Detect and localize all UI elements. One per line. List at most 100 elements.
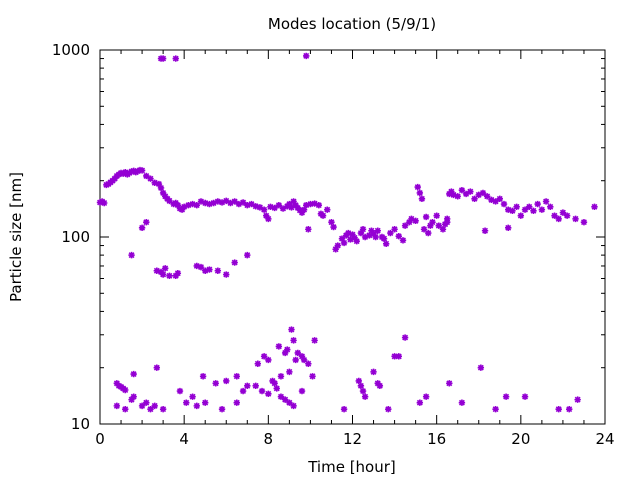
data-point: [286, 399, 293, 406]
data-point: [471, 195, 478, 203]
x-tick-label: 24: [595, 430, 614, 448]
data-point: [174, 201, 182, 209]
data-point: [395, 232, 402, 240]
data-point: [223, 197, 230, 205]
data-point: [526, 203, 533, 211]
data-point: [298, 353, 306, 360]
data-point: [559, 209, 567, 216]
data-point: [113, 402, 121, 410]
data-point: [233, 373, 240, 380]
data-point: [193, 201, 200, 209]
data-point: [425, 229, 432, 237]
data-point: [239, 199, 247, 206]
data-point: [298, 387, 306, 395]
data-point: [359, 226, 367, 233]
data-point: [223, 377, 230, 385]
data-point: [370, 368, 377, 376]
data-point: [492, 198, 499, 205]
data-point: [143, 172, 150, 180]
data-point: [324, 206, 331, 213]
data-point: [315, 201, 323, 209]
axis-ticks: [99, 49, 606, 425]
data-point: [481, 227, 489, 234]
data-point: [387, 229, 394, 237]
data-point: [351, 234, 358, 242]
data-point: [572, 215, 579, 223]
data-point: [338, 235, 346, 242]
data-point: [157, 184, 165, 192]
data-point: [334, 242, 341, 249]
chart-title: Modes location (5/9/1): [268, 15, 436, 33]
data-point: [286, 368, 293, 376]
data-point: [391, 226, 398, 233]
data-point: [566, 405, 573, 413]
data-point: [433, 212, 440, 219]
data-point: [273, 385, 280, 392]
data-point: [483, 193, 491, 200]
data-point: [374, 227, 381, 234]
data-point: [300, 356, 308, 364]
data-point: [395, 353, 402, 360]
data-point: [244, 251, 251, 259]
data-point: [311, 337, 318, 344]
data-point: [376, 382, 384, 390]
data-point: [427, 222, 434, 229]
data-point: [555, 215, 562, 223]
data-point: [340, 239, 348, 247]
data-point: [199, 373, 207, 380]
data-point: [265, 390, 272, 398]
data-point: [174, 270, 182, 277]
data-point: [408, 215, 415, 223]
data-point: [475, 191, 482, 199]
data-point: [277, 373, 285, 380]
data-point: [353, 237, 360, 245]
data-point: [382, 240, 390, 247]
data-point: [355, 377, 363, 385]
data-point: [197, 263, 205, 271]
data-point: [233, 399, 240, 406]
data-point: [159, 405, 167, 413]
data-point: [551, 212, 558, 219]
data-point: [303, 52, 310, 60]
data-point: [439, 226, 447, 233]
data-point: [290, 337, 297, 344]
data-point: [128, 251, 135, 259]
data-point: [446, 380, 453, 387]
data-point: [153, 364, 161, 371]
data-point: [416, 189, 424, 197]
data-point: [277, 393, 285, 400]
data-point: [328, 218, 335, 226]
data-point: [521, 206, 529, 213]
data-point: [147, 405, 154, 413]
x-tick-label: 8: [264, 430, 274, 448]
data-point: [223, 271, 230, 278]
data-point: [214, 267, 222, 274]
data-point: [265, 215, 272, 223]
data-point: [496, 195, 503, 203]
data-point: [252, 382, 259, 390]
data-point: [244, 382, 251, 390]
data-point: [330, 223, 337, 231]
data-point: [534, 200, 541, 208]
data-point: [138, 402, 146, 410]
data-point: [300, 206, 308, 213]
data-point: [202, 399, 209, 406]
data-point: [292, 356, 299, 364]
x-tick-label: 0: [95, 430, 105, 448]
data-point: [458, 399, 466, 406]
data-point: [530, 207, 537, 215]
data-point: [138, 224, 146, 231]
data-point: [505, 224, 512, 231]
data-point: [269, 377, 276, 385]
data-point: [414, 183, 421, 191]
data-point: [406, 218, 413, 226]
data-point: [429, 218, 436, 226]
data-point: [435, 222, 442, 229]
data-point: [492, 405, 499, 413]
data-point: [547, 203, 554, 211]
data-point: [542, 198, 550, 205]
data-point: [462, 190, 470, 198]
data-point: [521, 393, 529, 400]
x-axis-label: Time [hour]: [307, 458, 396, 476]
data-point: [412, 217, 419, 225]
